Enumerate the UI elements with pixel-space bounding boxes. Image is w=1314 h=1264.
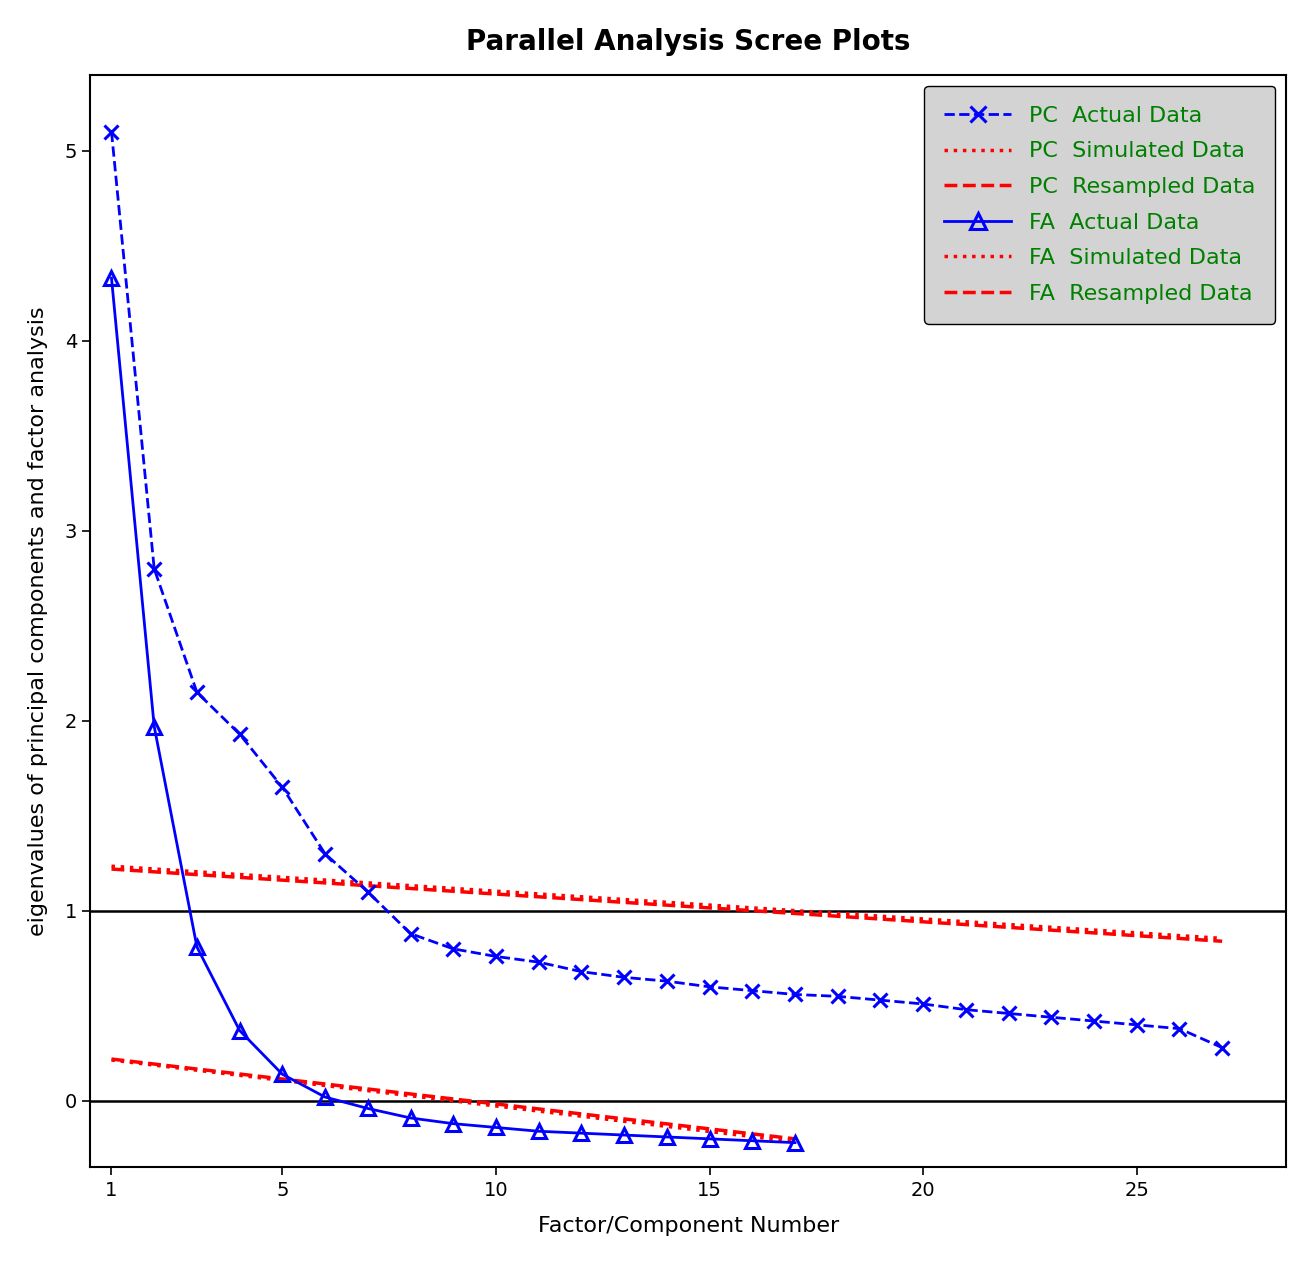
Y-axis label: eigenvalues of principal components and factor analysis: eigenvalues of principal components and …	[28, 306, 47, 935]
Title: Parallel Analysis Scree Plots: Parallel Analysis Scree Plots	[466, 28, 911, 56]
Legend: PC  Actual Data, PC  Simulated Data, PC  Resampled Data, FA  Actual Data, FA  Si: PC Actual Data, PC Simulated Data, PC Re…	[924, 86, 1275, 324]
X-axis label: Factor/Component Number: Factor/Component Number	[537, 1216, 838, 1236]
